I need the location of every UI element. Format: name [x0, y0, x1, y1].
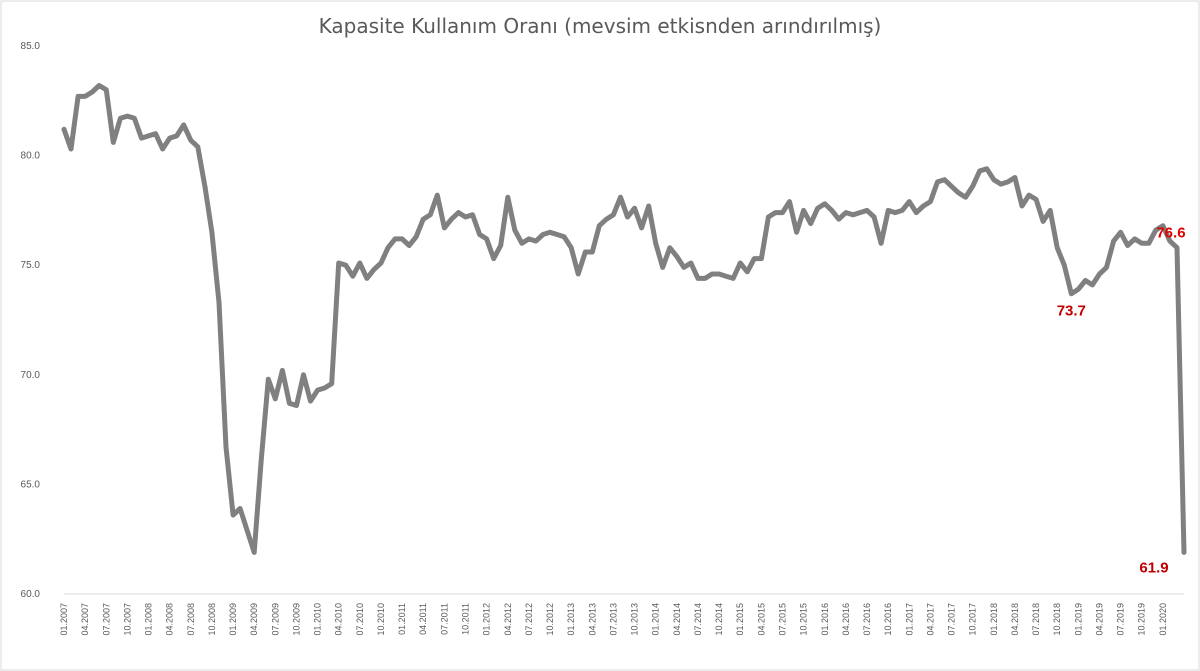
- x-tick-label: 04.2014: [672, 603, 682, 636]
- x-tick-label: 04.2015: [756, 603, 766, 636]
- x-tick-label: 01.2016: [820, 603, 830, 636]
- x-tick-label: 01.2012: [482, 603, 492, 636]
- x-tick-label: 10.2007: [122, 603, 132, 636]
- x-tick-label: 04.2011: [418, 603, 428, 635]
- x-tick-label: 10.2012: [545, 603, 555, 636]
- x-tick-label: 07.2011: [439, 603, 449, 635]
- x-tick-label: 07.2010: [355, 603, 365, 636]
- x-tick-label: 01.2018: [989, 603, 999, 636]
- series-layer: [61, 83, 1187, 555]
- chart-title: Kapasite Kullanım Oranı (mevsim etkisnde…: [318, 14, 882, 38]
- x-tick-label: 10.2016: [883, 603, 893, 636]
- y-tick-label: 70.0: [21, 370, 41, 381]
- x-tick-label: 10.2017: [968, 603, 978, 636]
- series-line: [61, 83, 1187, 555]
- x-tick-label: 10.2014: [714, 603, 724, 636]
- x-tick-label: 01.2015: [735, 603, 745, 636]
- x-tick-label: 01.2013: [566, 603, 576, 636]
- x-tick-label: 01.2020: [1158, 603, 1168, 636]
- x-tick-label: 10.2013: [630, 603, 640, 636]
- x-axis: 01.2007 04.2007 07.2007 10.2007 01.2008 04.20…: [59, 593, 1184, 636]
- x-tick-label: 04.2019: [1094, 603, 1104, 636]
- x-tick-label: 04.2017: [925, 603, 935, 636]
- y-tick-label: 60.0: [21, 589, 41, 600]
- x-tick-label: 01.2009: [228, 603, 238, 636]
- x-tick-label: 01.2019: [1073, 603, 1083, 636]
- data-label-76-6: 76.6: [1156, 225, 1185, 242]
- x-tick-label: 07.2016: [862, 603, 872, 636]
- x-tick-label: 07.2018: [1031, 603, 1041, 636]
- x-tick-label: 07.2017: [947, 603, 957, 636]
- x-tick-label: 04.2018: [1010, 603, 1020, 636]
- x-tick-label: 01.2011: [397, 603, 407, 635]
- x-tick-label: 10.2015: [799, 603, 809, 636]
- y-axis: 85.0 80.0 75.0 70.0 65.0 60.0: [21, 41, 41, 600]
- x-tick-label: 01.2007: [59, 603, 69, 636]
- x-tick-label: 10.2008: [207, 603, 217, 636]
- x-tick-label: 04.2009: [249, 603, 259, 636]
- x-tick-label: 04.2007: [80, 603, 90, 636]
- x-tick-label: 07.2019: [1116, 603, 1126, 636]
- x-tick-label: 07.2014: [693, 603, 703, 636]
- data-label-61-9: 61.9: [1139, 559, 1168, 576]
- x-tick-label: 10.2011: [461, 603, 471, 635]
- x-tick-label: 01.2017: [904, 603, 914, 636]
- data-label-73-7: 73.7: [1057, 303, 1086, 320]
- x-tick-label: 04.2013: [587, 603, 597, 636]
- x-tick-label: 10.2010: [376, 603, 386, 636]
- y-tick-label: 85.0: [21, 41, 41, 52]
- x-tick-label: 01.2010: [313, 603, 323, 636]
- x-tick-label: 10.2018: [1052, 603, 1062, 636]
- x-tick-label: 07.2009: [270, 603, 280, 636]
- x-tick-label: 01.2014: [651, 603, 661, 636]
- x-tick-label: 04.2010: [334, 603, 344, 636]
- annotation-layer: 76.6 73.7 61.9: [1057, 225, 1186, 577]
- x-tick-label: 01.2008: [144, 603, 154, 636]
- x-tick-label: 07.2012: [524, 603, 534, 636]
- y-tick-label: 65.0: [21, 479, 41, 490]
- x-tick-label: 07.2008: [186, 603, 196, 636]
- x-tick-label: 04.2016: [841, 603, 851, 636]
- x-tick-label: 07.2007: [101, 603, 111, 636]
- y-tick-label: 75.0: [21, 260, 41, 271]
- x-tick-label: 04.2008: [165, 603, 175, 636]
- x-tick-label: 10.2009: [291, 603, 301, 636]
- y-tick-label: 80.0: [21, 151, 41, 162]
- x-tick-label: 10.2019: [1137, 603, 1147, 636]
- x-tick-label: 07.2013: [608, 603, 618, 636]
- x-tick-label: 04.2012: [503, 603, 513, 636]
- x-tick-label: 07.2015: [777, 603, 787, 636]
